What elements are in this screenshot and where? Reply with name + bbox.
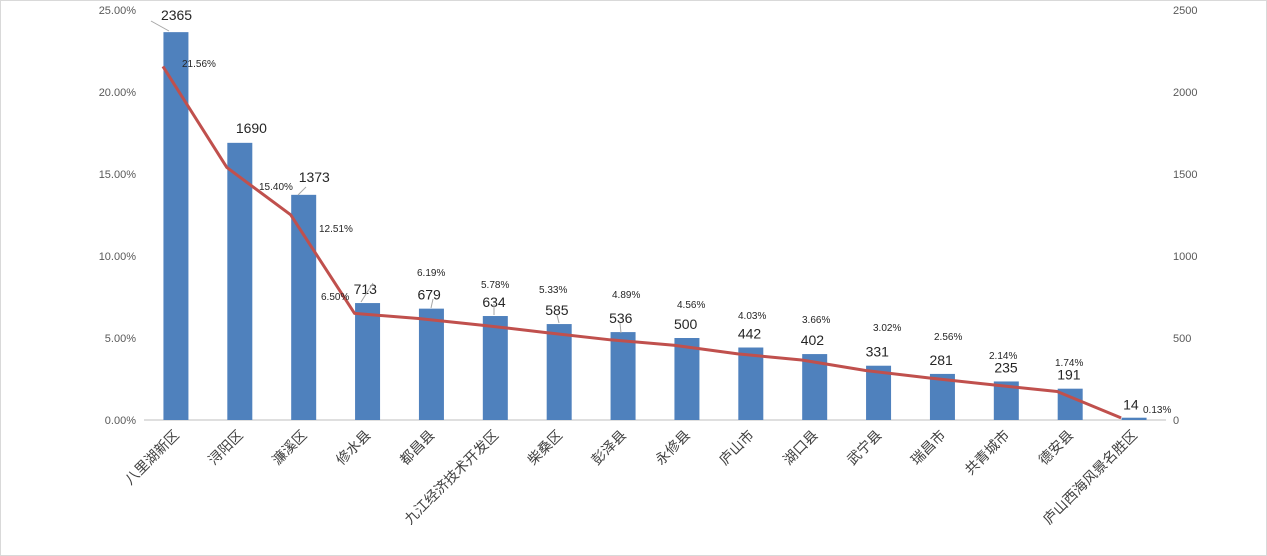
category-label: 永修县 — [653, 428, 694, 469]
category-label: 共青城市 — [962, 427, 1014, 479]
bar — [866, 365, 892, 420]
right-axis-tick-label: 500 — [1173, 333, 1191, 345]
percent-label: 6.50% — [321, 292, 349, 303]
left-axis-tick-label: 10.00% — [99, 251, 137, 263]
bar-value-label: 1690 — [236, 120, 267, 136]
bar-value-label: 281 — [929, 352, 953, 368]
bar — [802, 354, 828, 420]
percent-label: 3.02% — [873, 323, 901, 334]
category-label: 柴桑区 — [525, 428, 566, 469]
bar-value-label: 14 — [1123, 397, 1139, 413]
label-leader-line — [360, 282, 374, 303]
right-axis-tick-label: 1500 — [1173, 169, 1197, 181]
percentage-line — [161, 65, 1122, 420]
percent-label: 0.13% — [1143, 405, 1171, 416]
label-leader-line — [150, 20, 170, 32]
bar-value-label: 500 — [674, 316, 698, 332]
category-label: 瑞昌市 — [908, 427, 950, 469]
bar-value-label: 679 — [417, 287, 441, 303]
right-axis-tick-label: 2500 — [1173, 5, 1197, 17]
bar-value-label: 331 — [866, 344, 890, 360]
category-label: 彭泽县 — [589, 428, 630, 469]
bar-value-label: 2365 — [161, 7, 192, 23]
bar-value-label: 634 — [482, 294, 506, 310]
label-leader-line — [556, 314, 560, 324]
left-axis-tick-label: 5.00% — [105, 333, 136, 345]
right-axis-tick-label: 2000 — [1173, 87, 1197, 99]
bar — [227, 142, 253, 420]
bar — [1121, 417, 1147, 420]
category-label: 武宁县 — [844, 427, 886, 469]
category-label: 修水县 — [333, 428, 374, 469]
percent-label: 5.33% — [539, 285, 567, 296]
percent-label: 4.03% — [738, 311, 766, 322]
category-label: 八里湖新区 — [122, 428, 183, 489]
percent-label: 21.56% — [182, 59, 216, 70]
right-axis-tick-label: 1000 — [1173, 251, 1197, 263]
left-axis-tick-label: 25.00% — [99, 5, 137, 17]
category-label: 濂溪区 — [269, 427, 311, 469]
bar-value-label: 585 — [545, 302, 569, 318]
bar — [163, 32, 189, 420]
left-axis-tick-label: 0.00% — [105, 415, 136, 427]
percent-label: 6.19% — [417, 268, 445, 279]
percent-label: 4.56% — [677, 300, 705, 311]
percent-label: 1.74% — [1055, 358, 1083, 369]
bar — [546, 324, 572, 420]
bar — [610, 332, 636, 420]
category-label: 德安县 — [1036, 428, 1077, 469]
bar-value-label: 442 — [738, 326, 762, 342]
percent-label: 3.66% — [802, 315, 830, 326]
percent-label: 2.14% — [989, 351, 1017, 362]
label-leader-line — [297, 186, 307, 196]
bar-value-label: 402 — [801, 332, 825, 348]
left-axis-tick-label: 15.00% — [99, 169, 137, 181]
bar-value-label: 235 — [994, 359, 1018, 375]
bar — [418, 308, 444, 420]
percent-label: 12.51% — [319, 224, 353, 235]
category-label: 都昌县 — [397, 428, 438, 469]
percent-label: 4.89% — [612, 290, 640, 301]
right-axis-tick-label: 0 — [1173, 415, 1179, 427]
bar — [674, 338, 700, 420]
category-label: 湖口县 — [781, 428, 822, 469]
bar — [355, 303, 381, 420]
category-label: 浔阳区 — [206, 428, 247, 469]
label-leader-line — [619, 322, 622, 334]
bar-value-label: 1373 — [299, 169, 330, 185]
percent-label: 5.78% — [481, 280, 509, 291]
bar-value-label: 191 — [1057, 367, 1081, 383]
bar — [482, 316, 508, 420]
bar — [291, 194, 317, 420]
left-axis-tick-label: 20.00% — [99, 87, 137, 99]
percent-label: 2.56% — [934, 332, 962, 343]
category-label: 庐山市 — [716, 427, 758, 469]
bar — [738, 347, 764, 420]
percent-label: 15.40% — [259, 182, 293, 193]
label-leader-line — [430, 298, 434, 309]
bar-value-label: 536 — [609, 310, 633, 326]
